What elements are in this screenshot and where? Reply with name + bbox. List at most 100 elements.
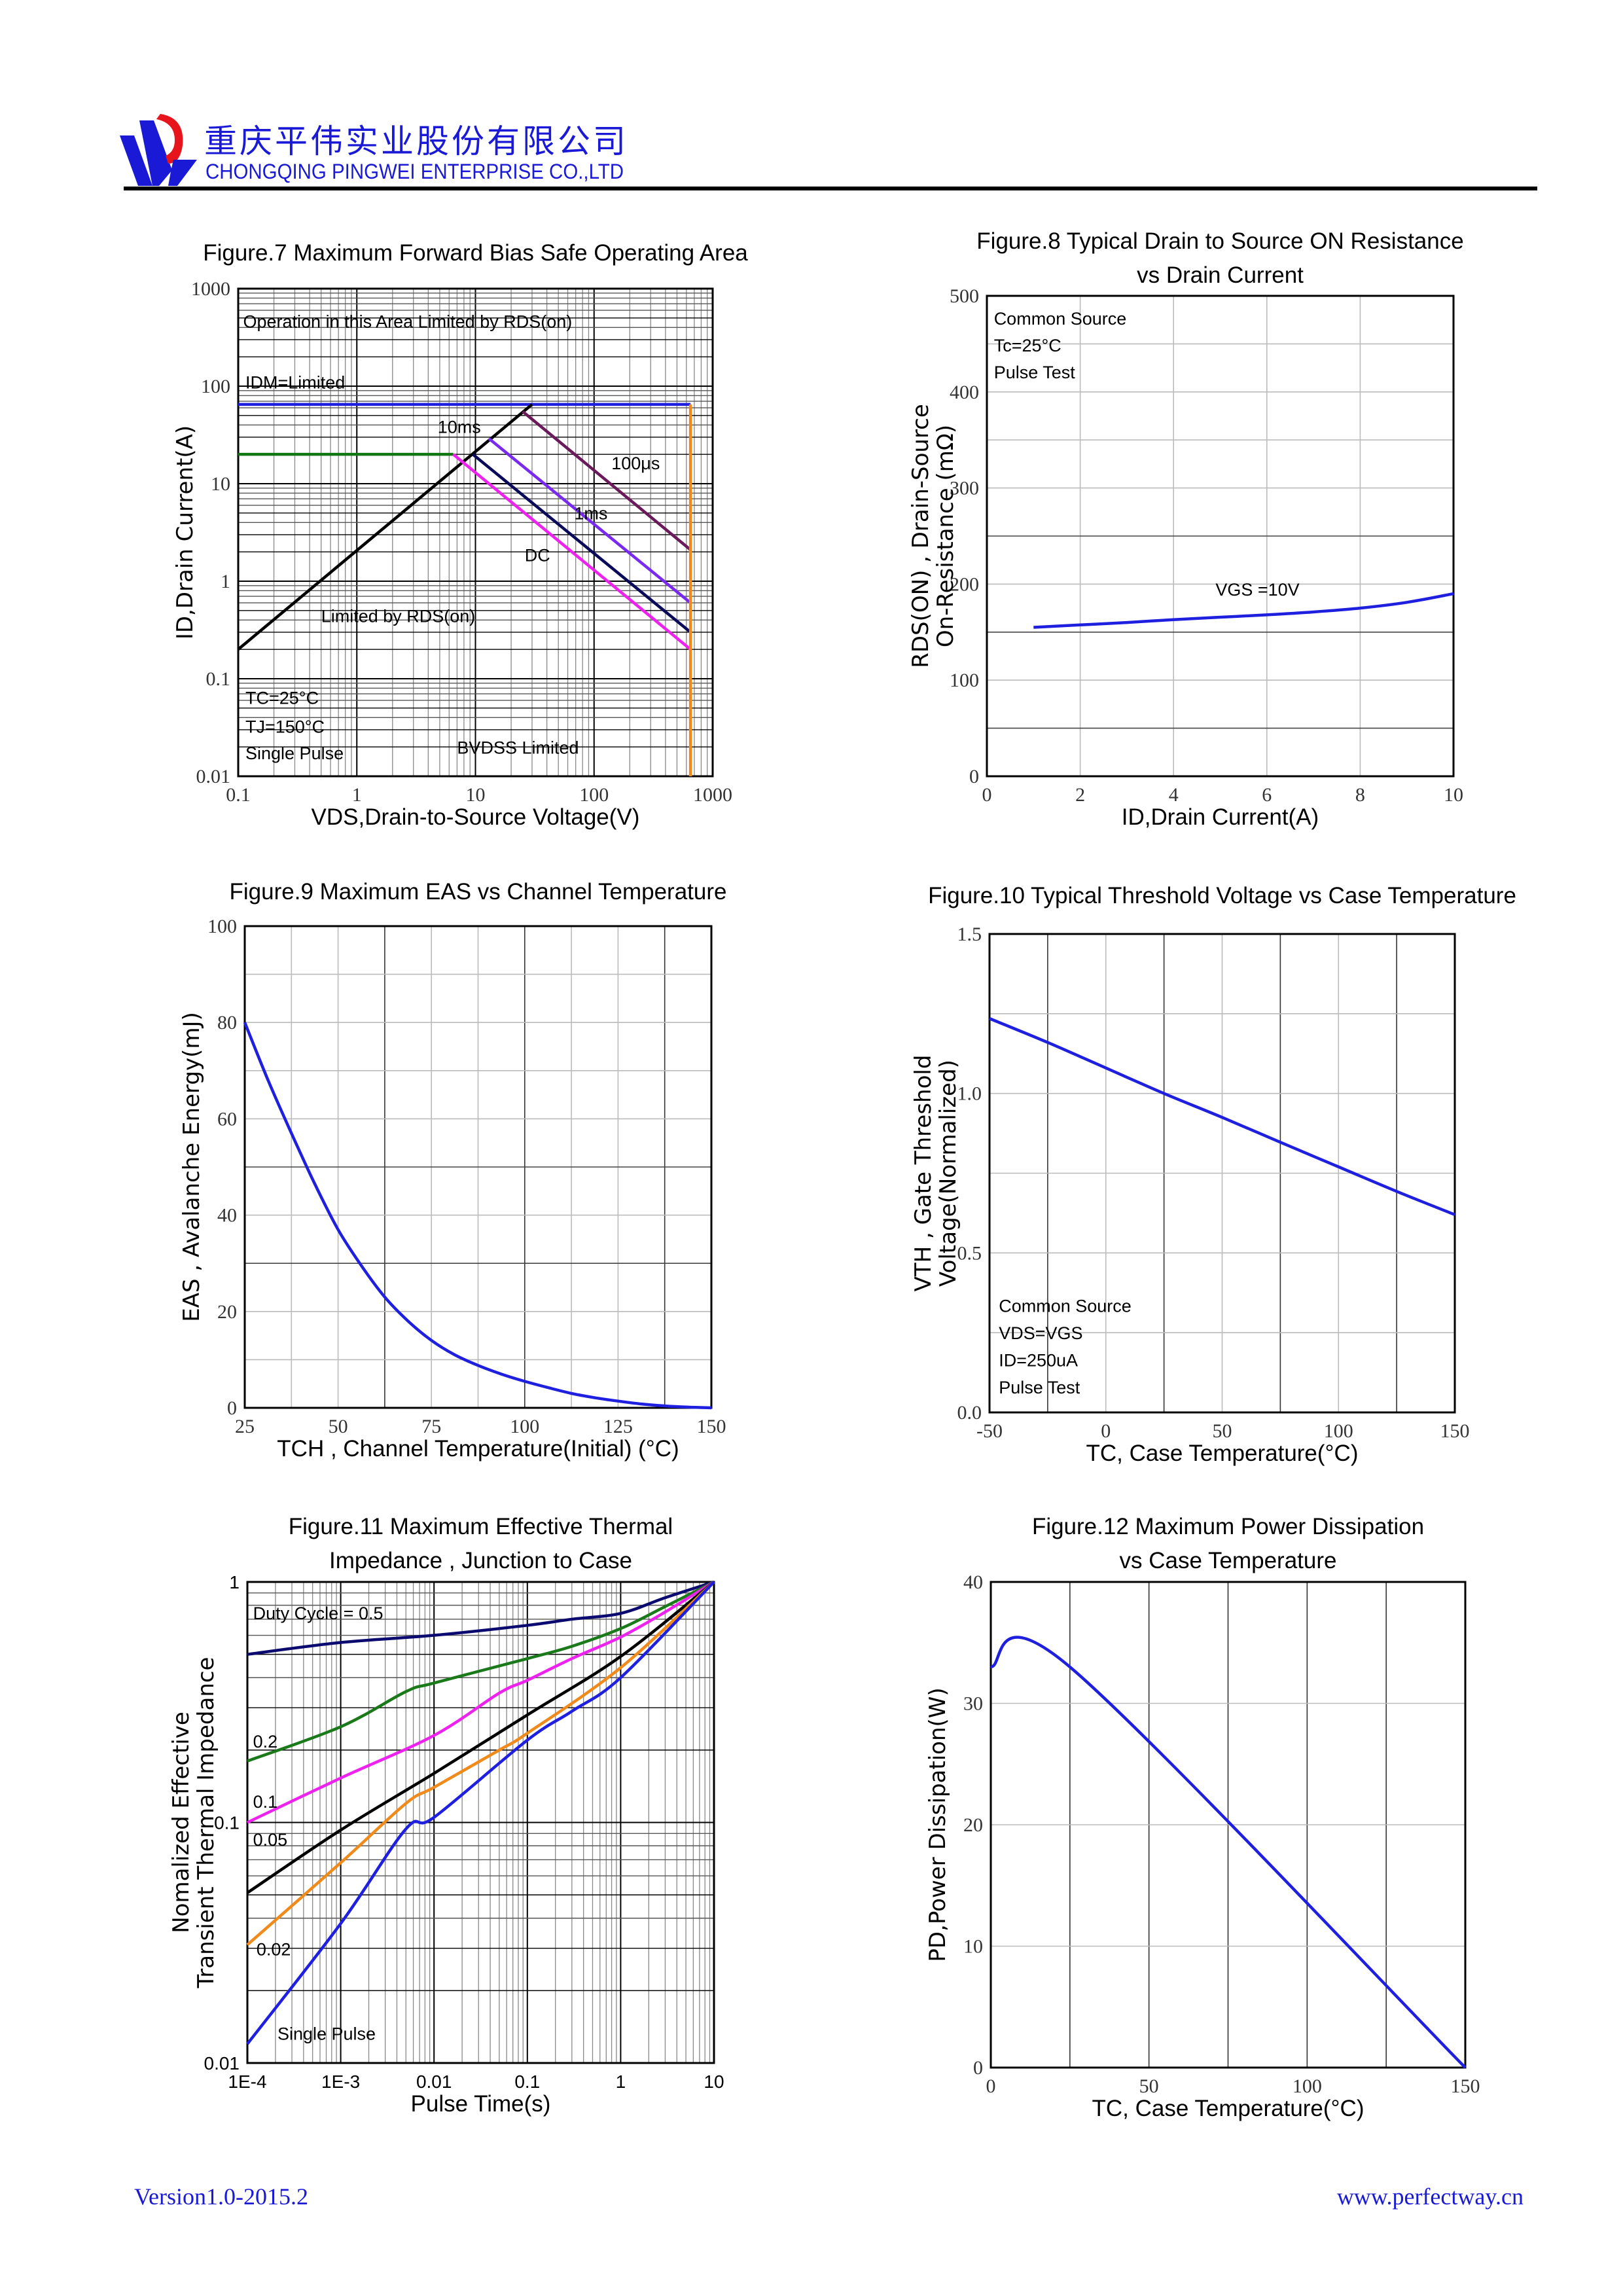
fig11-y-axis-label-line2: Transient Thermal Impedance xyxy=(193,1657,219,1989)
x-tick-label: 1 xyxy=(352,784,362,806)
y-tick-label: 1.0 xyxy=(957,1083,982,1105)
fig8-plot-frame xyxy=(986,295,1455,778)
y-tick-label: 20 xyxy=(217,1301,237,1323)
y-tick-label: 0.0 xyxy=(957,1402,982,1424)
fig7-y-axis-label: ID,Drain Current(A) xyxy=(172,425,198,639)
annotation-label: TJ=150°C xyxy=(245,717,325,736)
series-10ms-line xyxy=(472,453,692,634)
fig8-y-axis-label-line2: On-Resistance (mΩ) xyxy=(933,425,959,647)
x-tick-label: 100 xyxy=(579,784,609,806)
fig10-title: Figure.10 Typical Threshold Voltage vs C… xyxy=(928,883,1516,908)
y-tick-label: 0.1 xyxy=(214,1813,240,1833)
fig11-y-axis-label: Nomalized Effective xyxy=(168,1712,194,1933)
annotation-label: 10ms xyxy=(438,418,481,437)
fig12-title-line2: vs Case Temperature xyxy=(1119,1548,1336,1573)
fig7-x-axis-label: VDS,Drain-to-Source Voltage(V) xyxy=(312,804,640,830)
x-tick-label: 150 xyxy=(1440,1420,1470,1442)
x-tick-label: 100 xyxy=(1324,1420,1353,1442)
fig9-y-axis-label: EAS , Avalanche Energy(mJ) xyxy=(179,1012,205,1321)
x-tick-label: 75 xyxy=(421,1416,441,1437)
series-duty-cycle-0-5-line xyxy=(247,1580,715,1656)
logo-blue-bar-left xyxy=(120,135,152,186)
x-tick-label: 0 xyxy=(982,784,992,806)
fig10-chart: Figure.10 Typical Threshold Voltage vs C… xyxy=(910,883,1516,1466)
y-tick-label: 40 xyxy=(217,1205,237,1227)
y-tick-label: 0.1 xyxy=(206,668,231,690)
x-tick-label: 2 xyxy=(1075,784,1085,806)
x-tick-label: 10 xyxy=(466,784,486,806)
series-0-2-line xyxy=(247,1580,715,1763)
series-single-pulse-line xyxy=(246,1581,715,2045)
y-tick-label: 1 xyxy=(229,1572,240,1592)
y-tick-label: 1.5 xyxy=(957,924,982,945)
annotation-label: 0.02 xyxy=(257,1940,291,1960)
logo-blue-bar-mid xyxy=(139,120,172,186)
y-tick-label: 300 xyxy=(950,478,979,499)
y-tick-label: 10 xyxy=(211,473,230,495)
x-tick-label: 8 xyxy=(1355,784,1365,806)
fig9-chart: Figure.9 Maximum EAS vs Channel Temperat… xyxy=(179,879,726,1462)
fig11-x-axis-label: Pulse Time(s) xyxy=(411,2091,551,2117)
annotation-label: 0.05 xyxy=(253,1830,288,1850)
y-tick-label: 10 xyxy=(963,1936,983,1958)
annotation-label: DC xyxy=(525,546,550,565)
annotation-label: ID=250uA xyxy=(999,1350,1078,1370)
x-tick-label: 1E-3 xyxy=(321,2072,360,2092)
fig12-grid xyxy=(991,1582,1465,2068)
y-tick-label: 100 xyxy=(950,670,979,691)
fig10-plot-frame xyxy=(988,933,1456,1414)
fig8-title: Figure.8 Typical Drain to Source ON Resi… xyxy=(976,228,1463,254)
series-0-1-line xyxy=(247,1581,715,1824)
version-label: Version1.0-2015.2 xyxy=(134,2183,308,2210)
x-tick-label: 0 xyxy=(1101,1420,1111,1442)
y-tick-label: 0.01 xyxy=(196,766,231,787)
annotation-label: Operation in this Area Limited by RDS(on… xyxy=(243,312,573,331)
annotation-label: BVDSS Limited xyxy=(457,738,579,758)
series-dc-line xyxy=(452,453,692,651)
series-0-05-line xyxy=(246,1581,715,1894)
x-tick-label: 50 xyxy=(1213,1420,1232,1442)
fig12-y-axis-label: PD,Power Dissipation(W) xyxy=(925,1687,951,1962)
fig8-title-line2: vs Drain Current xyxy=(1137,262,1304,288)
y-tick-label: 80 xyxy=(217,1012,237,1033)
annotation-label: 1ms xyxy=(574,504,607,524)
series-eas-line xyxy=(243,1022,712,1410)
annotation-label: 0.1 xyxy=(253,1792,278,1812)
y-tick-label: 500 xyxy=(950,285,979,307)
annotation-label: Tc=25°C xyxy=(994,336,1061,355)
series-limited-by-rds-on-line xyxy=(237,403,533,651)
x-tick-label: 50 xyxy=(329,1416,348,1437)
annotation-label: Limited by RDS(on) xyxy=(321,607,476,626)
fig10-y-axis-label: VTH , Gate Threshold xyxy=(910,1055,936,1292)
y-tick-label: 60 xyxy=(217,1108,237,1130)
fig11-title: Figure.11 Maximum Effective Thermal xyxy=(289,1514,673,1539)
x-tick-label: 125 xyxy=(603,1416,633,1437)
y-tick-label: 0.5 xyxy=(957,1242,982,1264)
y-tick-label: 100 xyxy=(207,916,237,937)
y-tick-label: 0 xyxy=(969,766,979,787)
fig12-x-axis-label: TC, Case Temperature(°C) xyxy=(1092,2096,1364,2121)
y-tick-label: 0 xyxy=(973,2057,983,2079)
x-tick-label: 0.1 xyxy=(226,784,251,806)
website-link[interactable]: www.perfectway.cn xyxy=(1336,2183,1524,2210)
series-vth-line xyxy=(989,1017,1455,1216)
fig11-title-line2: Impedance , Junction to Case xyxy=(329,1548,632,1573)
fig12-title: Figure.12 Maximum Power Dissipation xyxy=(1032,1514,1424,1539)
logo-blue-bar-right xyxy=(168,160,197,186)
logo-red-arc xyxy=(156,114,183,164)
y-tick-label: 400 xyxy=(950,382,979,403)
fig11-chart: Figure.11 Maximum Effective Thermal Imped… xyxy=(168,1514,724,2117)
annotation-label: VGS =10V xyxy=(1215,580,1299,600)
fig8-chart: Figure.8 Typical Drain to Source ON Resi… xyxy=(908,228,1464,830)
fig10-x-axis-label: TC, Case Temperature(°C) xyxy=(1086,1441,1359,1466)
y-tick-label: 1000 xyxy=(191,278,230,300)
fig8-x-axis-label: ID,Drain Current(A) xyxy=(1122,804,1319,830)
fig7-chart: Figure.7 Maximum Forward Bias Safe Opera… xyxy=(172,240,748,830)
y-tick-label: 100 xyxy=(201,376,230,397)
x-tick-label: 150 xyxy=(697,1416,726,1437)
annotation-label: IDM=Limited xyxy=(245,372,345,392)
fig9-grid xyxy=(245,926,711,1408)
annotation-label: Single Pulse xyxy=(245,744,344,763)
y-tick-label: 1 xyxy=(221,571,230,592)
